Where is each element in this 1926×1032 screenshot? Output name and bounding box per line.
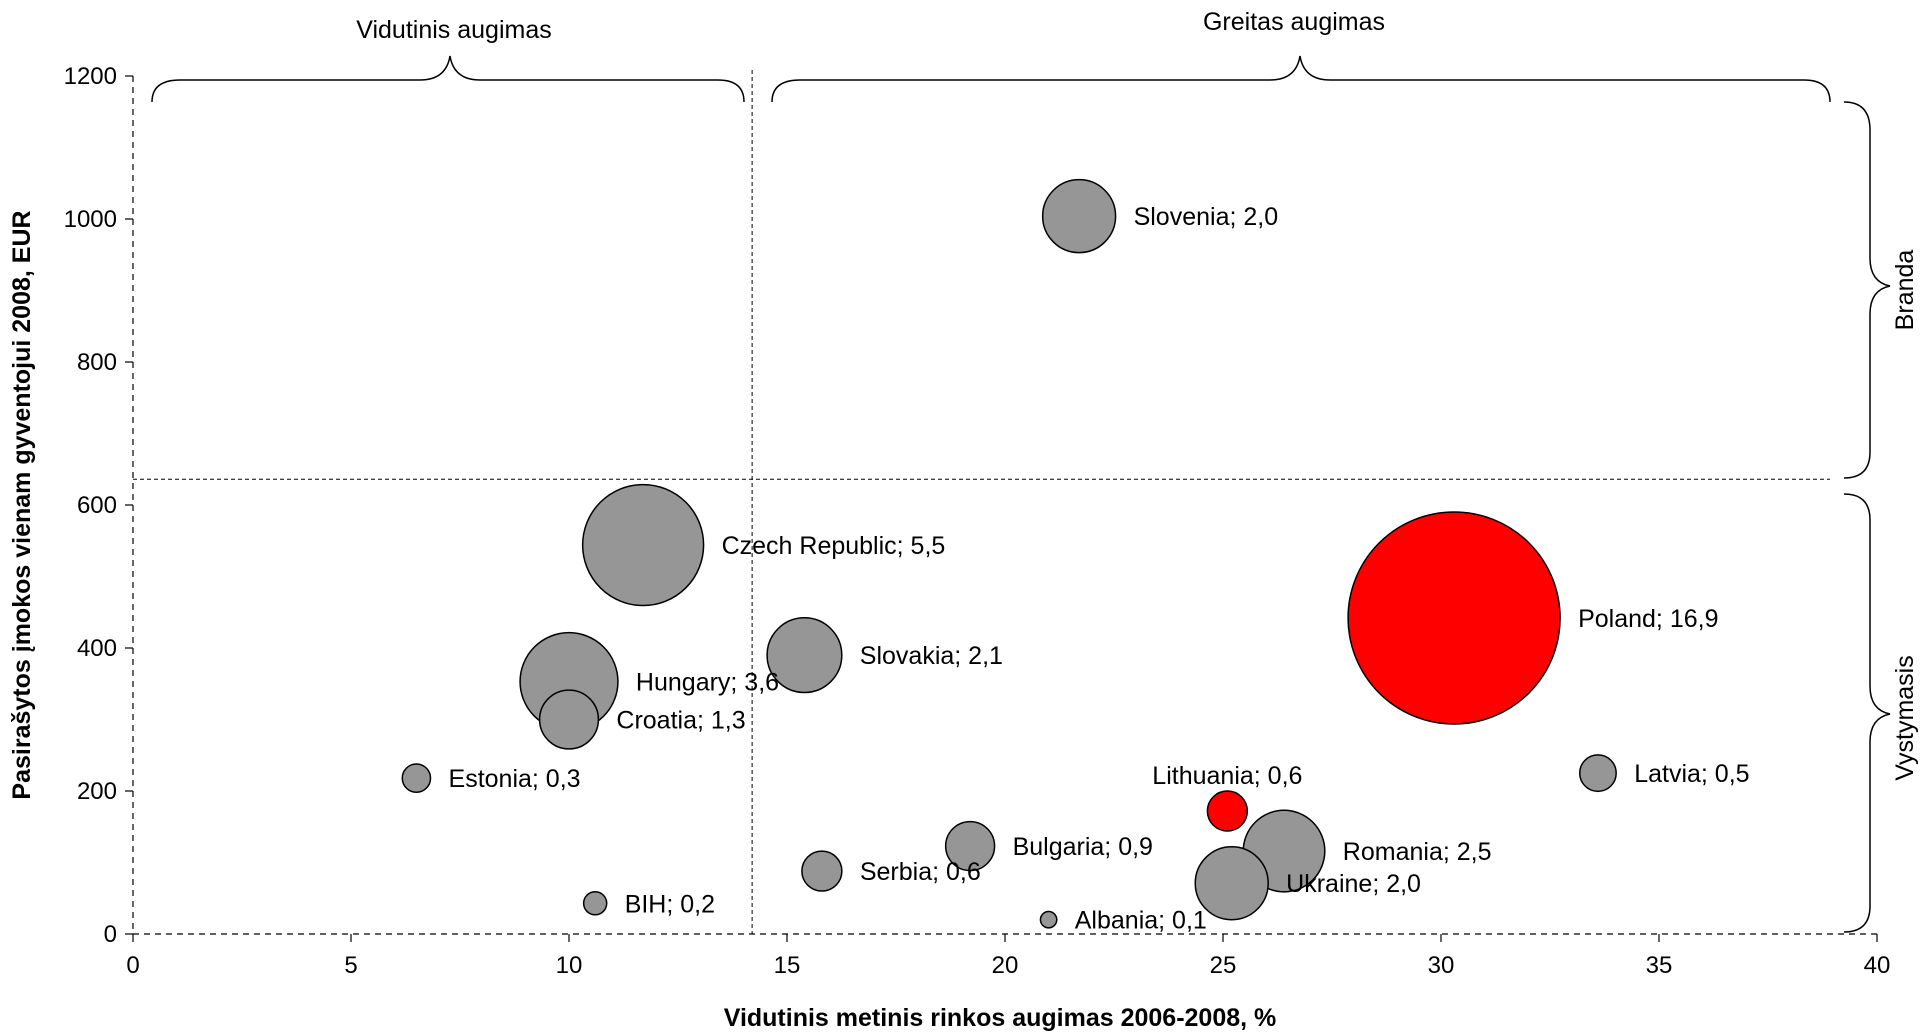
bubble-croatia xyxy=(538,689,600,750)
bubble-label: Poland; 16,9 xyxy=(1578,605,1718,633)
bubble-label: Hungary; 3,6 xyxy=(636,669,779,697)
bubble-czech-republic xyxy=(581,483,705,607)
y-axis-title: Pasirašytos įmokos vienam gyventojui 200… xyxy=(8,210,36,799)
x-axis-ticks: 0 5 10 15 20 25 30 35 40 xyxy=(126,934,1890,979)
x-tick-label: 20 xyxy=(992,952,1019,979)
bubble-estonia xyxy=(401,763,432,794)
x-tick-label: 5 xyxy=(344,952,357,979)
bubble-label: Romania; 2,5 xyxy=(1343,838,1492,866)
right-top-brace xyxy=(1843,101,1891,479)
top-left-brace xyxy=(151,55,745,103)
bubble-latvia xyxy=(1578,754,1617,793)
top-right-bracket-label: Greitas augimas xyxy=(1203,8,1385,36)
y-tick-label: 600 xyxy=(77,492,117,519)
y-tick-label: 1000 xyxy=(64,206,117,233)
bubble-label: Slovenia; 2,0 xyxy=(1134,203,1279,231)
y-tick-label: 1200 xyxy=(64,63,117,90)
right-bottom-bracket-label: Vystymasis xyxy=(1891,655,1919,780)
bubble-label: BIH; 0,2 xyxy=(625,890,715,918)
bubble-albania xyxy=(1039,910,1058,929)
bubble-serbia xyxy=(801,850,843,892)
bubble-label: Latvia; 0,5 xyxy=(1634,760,1749,788)
x-tick-label: 15 xyxy=(774,952,801,979)
top-left-bracket-label: Vidutinis augimas xyxy=(356,16,551,44)
bubble-bih xyxy=(582,890,608,916)
bubble-label: Serbia; 0,6 xyxy=(860,858,981,886)
y-axis-ticks: 0 200 400 600 800 1000 1200 xyxy=(64,63,133,948)
y-tick-label: 400 xyxy=(77,635,117,662)
y-tick-label: 200 xyxy=(77,778,117,805)
y-tick-label: 800 xyxy=(77,349,117,376)
bubble-slovakia xyxy=(766,617,843,694)
x-tick-label: 25 xyxy=(1210,952,1237,979)
x-tick-label: 40 xyxy=(1864,952,1891,979)
bubble-lithuania xyxy=(1206,790,1249,832)
bubble-bulgaria xyxy=(944,820,996,872)
bubble-label: Ukraine; 2,0 xyxy=(1286,870,1421,898)
bubble-poland xyxy=(1347,511,1561,725)
bubble-label: Bulgaria; 0,9 xyxy=(1013,833,1153,861)
y-tick-label: 0 xyxy=(104,921,117,948)
x-tick-label: 35 xyxy=(1646,952,1673,979)
bubble-label: Estonia; 0,3 xyxy=(449,765,581,793)
bubble-ukraine xyxy=(1194,846,1269,921)
right-bottom-brace xyxy=(1843,493,1891,933)
bubble-label: Slovakia; 2,1 xyxy=(860,642,1003,670)
bubble-label: Albania; 0,1 xyxy=(1075,907,1207,935)
bubble-labels: Slovenia; 2,0 Czech Republic; 5,5 Poland; … xyxy=(449,203,1750,935)
bubble-series xyxy=(401,178,1617,929)
x-tick-label: 0 xyxy=(126,952,139,979)
axes xyxy=(132,76,1877,935)
x-tick-label: 10 xyxy=(556,952,583,979)
x-axis-title: Vidutinis metinis rinkos augimas 2006-20… xyxy=(724,1004,1277,1032)
right-top-bracket-label: Branda xyxy=(1891,250,1919,331)
x-tick-label: 30 xyxy=(1428,952,1455,979)
bubble-slovenia xyxy=(1041,178,1117,254)
bubble-label: Croatia; 1,3 xyxy=(616,707,745,735)
bubble-label: Lithuania; 0,6 xyxy=(1152,762,1302,790)
bubble-label: Czech Republic; 5,5 xyxy=(722,532,946,560)
top-right-brace xyxy=(771,55,1831,103)
